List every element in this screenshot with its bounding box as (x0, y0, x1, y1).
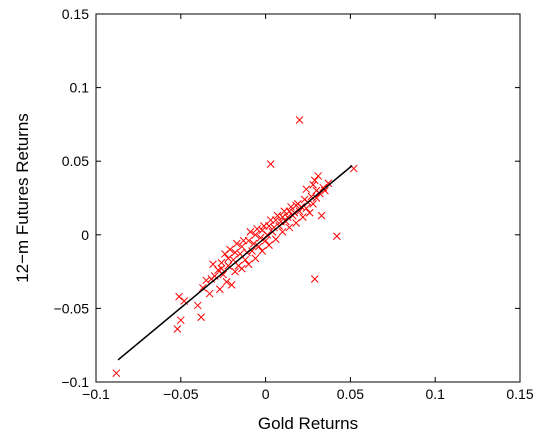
data-point (314, 172, 323, 180)
data-point (285, 207, 294, 216)
data-point (198, 283, 207, 292)
data-point (231, 248, 239, 257)
data-point (193, 301, 202, 310)
data-point (309, 200, 317, 208)
data-point (265, 241, 273, 249)
fit-line-layer (117, 165, 353, 361)
data-point (278, 228, 287, 236)
data-point (232, 239, 241, 248)
data-point (226, 245, 234, 254)
data-point (287, 202, 295, 211)
x-tick-label: 0.1 (425, 386, 445, 402)
data-point (310, 176, 319, 185)
x-tick-label: 0.15 (506, 386, 533, 402)
data-point (265, 222, 273, 230)
data-point (270, 223, 278, 232)
data-point (271, 235, 280, 244)
fit-line (117, 165, 353, 361)
data-point (173, 325, 182, 333)
data-point (312, 194, 321, 202)
axes-frame (95, 13, 521, 383)
data-point (217, 258, 226, 267)
y-tick-label: 0 (81, 227, 89, 243)
data-point (251, 254, 260, 263)
data-point (285, 223, 294, 232)
data-point (273, 211, 282, 220)
data-point (217, 264, 226, 273)
data-point (215, 285, 224, 294)
data-point (205, 289, 214, 298)
x-tick-label: −0.05 (163, 386, 199, 402)
data-point (251, 230, 260, 239)
data-point (244, 236, 253, 245)
data-point (307, 192, 316, 201)
data-point (238, 242, 246, 251)
data-point (261, 236, 270, 245)
y-tick-label: −0.05 (54, 300, 90, 316)
data-point (253, 225, 261, 233)
data-point (332, 232, 341, 241)
data-point (219, 270, 228, 279)
y-tick-label: 0.15 (62, 6, 89, 22)
data-point (238, 264, 246, 273)
data-point (292, 219, 300, 227)
data-point (227, 280, 236, 289)
data-point (295, 116, 304, 124)
x-tick-label: −0.1 (82, 386, 110, 402)
data-point (197, 313, 206, 322)
ticks-layer: −0.1 −0.05 0 0.05 0.1 0.15 −0.1 −0.05 0 0.05 0.1 0.… (54, 6, 534, 402)
data-point (112, 369, 121, 378)
y-tick-label: 0.1 (70, 80, 90, 96)
data-point (271, 216, 280, 224)
data-point (241, 255, 250, 264)
y-tick-label: 0.05 (62, 153, 89, 169)
data-point (310, 275, 319, 283)
data-point (302, 185, 311, 194)
data-point (224, 261, 233, 270)
data-point (266, 160, 275, 168)
data-point (176, 316, 185, 325)
data-point (317, 211, 326, 220)
x-tick-label: 0.05 (337, 386, 364, 402)
data-point (305, 208, 314, 217)
data-point (295, 207, 304, 216)
data-point (244, 260, 253, 269)
x-axis-label: Gold Returns (258, 414, 358, 433)
data-point (222, 278, 231, 286)
data-point (309, 180, 317, 189)
data-point (258, 226, 267, 235)
x-tick-label: 0 (262, 386, 270, 402)
axes-layer (95, 13, 521, 383)
data-point (202, 276, 211, 285)
data-point (299, 213, 307, 221)
data-point (231, 267, 239, 276)
y-axis-label: 12−m Futures Returns (13, 113, 32, 283)
data-point (209, 260, 217, 269)
points-layer (112, 116, 358, 378)
plot-area (96, 14, 520, 382)
data-point (224, 254, 233, 263)
data-point (321, 186, 329, 195)
data-point (292, 201, 300, 210)
data-point (258, 247, 267, 255)
data-point (278, 213, 287, 221)
data-point (246, 228, 255, 236)
y-tick-label: −0.1 (61, 374, 89, 390)
data-point (248, 247, 256, 255)
